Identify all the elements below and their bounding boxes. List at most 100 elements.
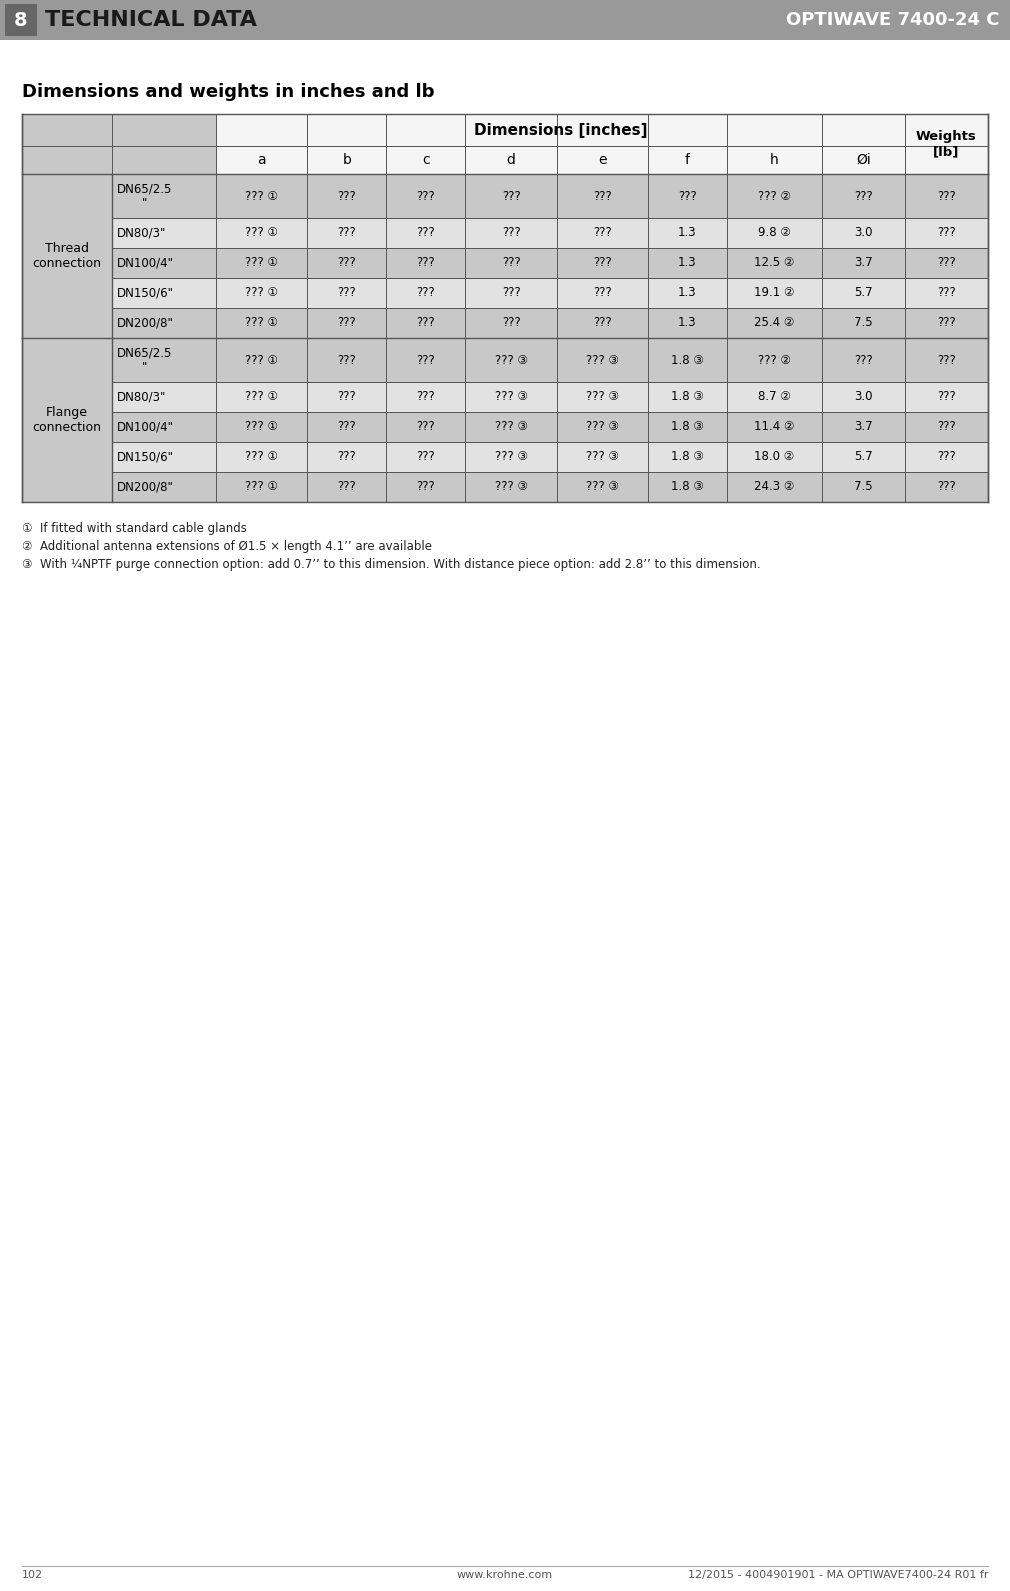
Text: ???: ???: [416, 189, 435, 202]
Text: 5.7: 5.7: [854, 286, 873, 299]
Bar: [647, 337, 727, 382]
Text: ???: ???: [937, 256, 955, 269]
Text: ??? ③: ??? ③: [495, 353, 527, 366]
Bar: [387, 248, 466, 278]
Bar: [822, 473, 905, 503]
Bar: [647, 442, 727, 473]
Text: ???: ???: [937, 480, 955, 493]
Text: 1.8 ③: 1.8 ③: [671, 450, 704, 463]
Bar: [466, 337, 557, 382]
Text: c: c: [422, 153, 430, 167]
Text: ???: ???: [337, 286, 357, 299]
Text: DN80/3": DN80/3": [117, 226, 167, 240]
Text: ??? ①: ??? ①: [245, 226, 279, 240]
Bar: [216, 382, 307, 412]
Bar: [557, 382, 647, 412]
Text: ???: ???: [593, 286, 611, 299]
Text: ???: ???: [416, 390, 435, 404]
Text: 1.3: 1.3: [678, 317, 697, 329]
Text: 3.0: 3.0: [854, 390, 873, 404]
Bar: [466, 382, 557, 412]
Text: ???: ???: [937, 189, 955, 202]
Bar: [822, 218, 905, 248]
Bar: [22, 115, 216, 146]
Text: ???: ???: [416, 256, 435, 269]
Text: ??? ③: ??? ③: [495, 420, 527, 433]
Bar: [905, 115, 988, 173]
Text: ??? ③: ??? ③: [586, 353, 619, 366]
Text: ???: ???: [593, 317, 611, 329]
Bar: [307, 473, 387, 503]
Bar: [216, 173, 307, 218]
Bar: [387, 412, 466, 442]
Bar: [112, 412, 216, 442]
Text: ???: ???: [593, 189, 611, 202]
Text: 1.3: 1.3: [678, 286, 697, 299]
Bar: [905, 278, 988, 309]
Bar: [822, 309, 905, 337]
Bar: [905, 442, 988, 473]
Bar: [307, 412, 387, 442]
Bar: [905, 173, 988, 218]
Bar: [905, 412, 988, 442]
Bar: [387, 337, 466, 382]
Text: 1.8 ③: 1.8 ③: [671, 390, 704, 404]
Bar: [647, 173, 727, 218]
Text: ??? ①: ??? ①: [245, 317, 279, 329]
Text: ???: ???: [937, 420, 955, 433]
Bar: [307, 218, 387, 248]
Bar: [727, 473, 822, 503]
Bar: [466, 309, 557, 337]
Bar: [905, 382, 988, 412]
Text: 7.5: 7.5: [854, 317, 873, 329]
Text: 12/2015 - 4004901901 - MA OPTIWAVE7400-24 R01 fr: 12/2015 - 4004901901 - MA OPTIWAVE7400-2…: [688, 1570, 988, 1580]
Bar: [387, 442, 466, 473]
Bar: [307, 442, 387, 473]
Text: 3.7: 3.7: [854, 420, 873, 433]
Text: DN100/4": DN100/4": [117, 256, 174, 269]
Text: Dimensions and weights in inches and lb: Dimensions and weights in inches and lb: [22, 83, 434, 100]
Text: ??? ②: ??? ②: [758, 189, 791, 202]
Text: 25.4 ②: 25.4 ②: [754, 317, 795, 329]
Text: ??? ①: ??? ①: [245, 189, 279, 202]
Bar: [307, 146, 387, 173]
Text: ??? ③: ??? ③: [495, 480, 527, 493]
Text: ???: ???: [337, 189, 357, 202]
Bar: [557, 173, 647, 218]
Text: 9.8 ②: 9.8 ②: [759, 226, 791, 240]
Text: ???: ???: [416, 286, 435, 299]
Text: ???: ???: [337, 420, 357, 433]
Bar: [822, 382, 905, 412]
Text: ??? ①: ??? ①: [245, 353, 279, 366]
Text: ③  With ¼NPTF purge connection option: add 0.7’’ to this dimension. With distanc: ③ With ¼NPTF purge connection option: ad…: [22, 558, 761, 571]
Bar: [905, 248, 988, 278]
Bar: [307, 173, 387, 218]
Text: ???: ???: [854, 189, 873, 202]
Bar: [905, 473, 988, 503]
Text: 12.5 ②: 12.5 ②: [754, 256, 795, 269]
Text: ???: ???: [416, 353, 435, 366]
Bar: [822, 412, 905, 442]
Bar: [557, 146, 647, 173]
Text: 1.3: 1.3: [678, 226, 697, 240]
Bar: [387, 309, 466, 337]
Bar: [112, 442, 216, 473]
Text: ???: ???: [937, 226, 955, 240]
Bar: [557, 412, 647, 442]
Bar: [112, 278, 216, 309]
Text: ???: ???: [937, 353, 955, 366]
Text: h: h: [770, 153, 779, 167]
Bar: [647, 309, 727, 337]
Text: ???: ???: [502, 286, 520, 299]
Text: 5.7: 5.7: [854, 450, 873, 463]
Bar: [727, 218, 822, 248]
Text: ???: ???: [337, 317, 357, 329]
Bar: [22, 173, 112, 337]
Text: Dimensions [inches]: Dimensions [inches]: [474, 123, 647, 137]
Text: f: f: [685, 153, 690, 167]
Text: ???: ???: [416, 420, 435, 433]
Bar: [216, 412, 307, 442]
Bar: [307, 337, 387, 382]
Bar: [22, 146, 216, 173]
Text: Øi: Øi: [856, 153, 871, 167]
